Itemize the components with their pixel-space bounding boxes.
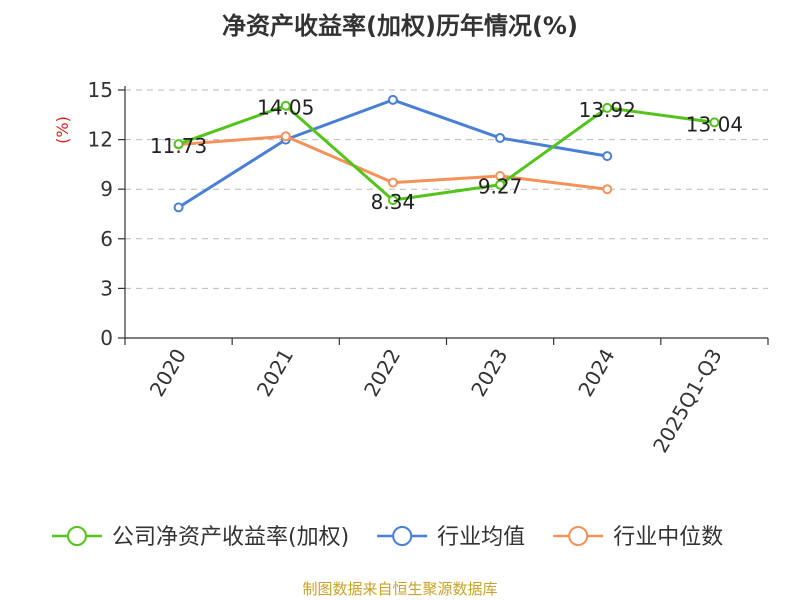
data-point xyxy=(602,184,613,195)
x-tick-label: 2022 xyxy=(359,345,405,401)
x-tick-label: 2024 xyxy=(573,345,619,401)
chart-title: 净资产收益率(加权)历年情况(%) xyxy=(222,12,578,40)
series-lines xyxy=(173,94,720,213)
data-label: 14.05 xyxy=(257,96,314,120)
y-tick-label: 6 xyxy=(100,227,113,251)
data-point xyxy=(280,131,291,142)
y-tick-label: 3 xyxy=(100,276,113,300)
data-point xyxy=(387,195,398,206)
data-point xyxy=(602,102,613,113)
data-point xyxy=(280,100,291,111)
y-axis-label: (%) xyxy=(53,116,72,144)
data-point xyxy=(387,177,398,188)
x-tick-label: 2020 xyxy=(145,345,191,401)
legend-label: 行业中位数 xyxy=(613,525,723,550)
data-labels: 11.73 14.05 8.34 9.27 13.92 13.04 xyxy=(150,96,743,214)
grid-lines xyxy=(125,89,768,289)
legend-marker xyxy=(568,526,589,546)
series-0 xyxy=(173,100,720,206)
data-label: 13.92 xyxy=(579,98,636,122)
data-point xyxy=(173,202,184,213)
legend-item: 公司净资产收益率(加权) xyxy=(52,525,349,550)
data-label: 8.34 xyxy=(371,190,416,214)
legend: 公司净资产收益率(加权) 行业均值 行业中位数 xyxy=(52,525,723,550)
data-point xyxy=(173,139,184,150)
data-source-note: 制图数据来自恒生聚源数据库 xyxy=(302,580,498,598)
legend-marker xyxy=(67,526,87,546)
y-tick-label: 12 xyxy=(88,128,113,152)
series-2 xyxy=(173,131,613,195)
data-point xyxy=(387,94,398,105)
data-label: 9.27 xyxy=(478,175,523,199)
data-label: 11.73 xyxy=(150,134,207,158)
legend-label: 公司净资产收益率(加权) xyxy=(112,525,349,550)
legend-label: 行业均值 xyxy=(437,525,525,550)
legend-item: 行业中位数 xyxy=(553,525,723,550)
legend-marker xyxy=(392,526,413,546)
series-line xyxy=(178,104,715,202)
data-point xyxy=(495,132,506,143)
y-tick-label: 0 xyxy=(100,326,113,350)
data-point xyxy=(709,117,720,128)
x-tick-label: 2025Q1-Q3 xyxy=(648,345,727,457)
x-tick-label: 2021 xyxy=(252,345,298,401)
x-tick-label: 2023 xyxy=(466,345,512,401)
y-tick-label: 15 xyxy=(88,78,113,102)
data-label: 13.04 xyxy=(686,112,743,136)
y-tick-label: 9 xyxy=(100,177,113,201)
data-point xyxy=(602,151,613,162)
legend-item: 行业均值 xyxy=(377,525,525,550)
data-point xyxy=(495,179,506,190)
